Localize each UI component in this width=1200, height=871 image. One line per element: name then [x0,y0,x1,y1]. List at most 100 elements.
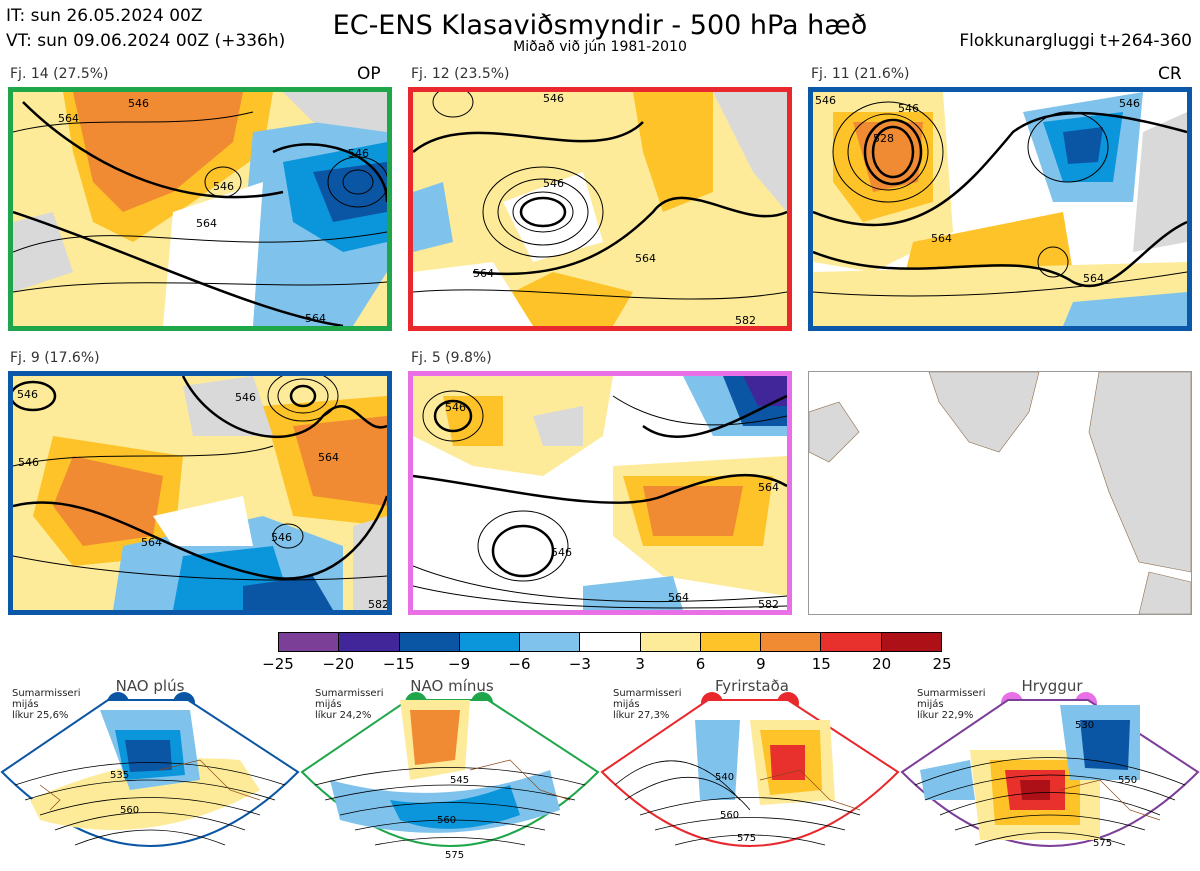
colorbar-swatch [821,633,882,651]
colorbar-swatch [279,633,340,651]
contour-label: 582 [735,314,756,326]
regime-map-nao-minus: 545 560 575 [300,699,600,861]
regime-map-ridge: 530 550 575 [900,699,1200,849]
regime-note-line: Sumarmisseri [12,688,81,699]
colorbar-tick-label: 20 [872,655,892,673]
colorbar-tick-label: −6 [508,655,531,673]
contour-label: 564 [473,267,494,280]
cluster-map-1: 546 546 546 564 564 564 [8,87,392,331]
contour-label: 564 [305,312,326,325]
regime-contour-label: 560 [120,805,139,816]
colorbar-tick-label: −20 [322,655,355,673]
colorbar-tick-label: 3 [635,655,645,673]
regime-note-line: líkur 27,3% [613,710,670,721]
colorbar-tick-label: 15 [811,655,831,673]
regime-map-nao-plus: 535 560 [0,699,300,847]
contour-label: 546 [543,92,564,105]
init-time: IT: sun 26.05.2024 00Z [6,6,203,26]
regime-title-2: NAO mínus [410,677,494,695]
contour-label: 546 [235,391,256,404]
cluster-label-1: Fj. 14 (27.5%) [10,66,109,82]
regime-note-line: líkur 25,6% [12,710,69,721]
contour-label: 546 [1119,97,1140,110]
basemap-empty [808,371,1192,615]
colorbar-swatch [580,633,641,651]
valid-time: VT: sun 09.06.2024 00Z (+336h) [6,31,286,51]
colorbar-swatch [700,633,762,651]
contour-label: 582 [368,598,387,610]
cluster-label-3: Fj. 11 (21.6%) [811,66,910,82]
regime-note-line: mijás [12,699,39,710]
colorbar-swatch [640,633,701,651]
regime-contour-label: 545 [450,775,469,786]
cluster-label-4: Fj. 9 (17.6%) [10,350,100,366]
regime-map-blocking: 540 560 575 [600,699,900,847]
regime-note-1: Sumarmisseri mijás líkur 25,6% [12,688,80,721]
contour-label: 582 [758,598,779,610]
colorbar-tick-label: −9 [448,655,471,673]
colorbar-swatch [881,633,941,651]
regime-note-4: Sumarmisseri mijás líkur 22,9% [917,688,985,721]
contour-label: 564 [931,232,952,245]
classification-window: Flokkunargluggi t+264-360 [959,31,1192,51]
regime-contour-label: 550 [1118,775,1137,786]
colorbar-tick-label: −15 [382,655,415,673]
contour-label: 546 [551,546,572,559]
contour-label: 546 [213,180,234,193]
colorbar [278,632,942,652]
contour-label: 564 [196,217,217,230]
contour-label: 546 [17,388,38,401]
regime-contour-label: 560 [437,815,456,826]
regime-note-3: Sumarmisseri mijás líkur 27,3% [613,688,681,721]
contour-label: 546 [348,147,369,160]
contour-label: 546 [128,97,149,110]
contour-label: 528 [873,132,894,145]
contour-label: 564 [1083,272,1104,285]
cluster-map-3: 528 546 546 546 564 564 [808,87,1192,331]
regime-note-line: mijás [315,699,342,710]
contour-label: 564 [58,112,79,125]
regime-title-3: Fyrirstaða [715,677,789,695]
contour-label: 546 [445,401,466,414]
contour-label: 546 [543,177,564,190]
page-title: EC-ENS Klasaviðsmyndir - 500 hPa hæð [332,10,868,41]
regime-note-line: Sumarmisseri [315,688,384,699]
regime-contour-label: 575 [445,850,464,861]
regime-contour-label: 575 [1093,838,1112,849]
regime-contour-label: 540 [715,772,734,783]
colorbar-swatch [339,633,400,651]
regime-note-line: mijás [917,699,944,710]
regime-title-4: Hryggur [1021,677,1083,695]
contour-label: 564 [635,252,656,265]
contour-label: 546 [271,531,292,544]
regime-note-line: mijás [613,699,640,710]
colorbar-swatch [520,633,581,651]
colorbar-tick-label: 25 [932,655,952,673]
cluster-label-2: Fj. 12 (23.5%) [411,66,510,82]
cluster-map-5: 546 546 564 564 582 [408,371,792,615]
contour-label: 564 [318,451,339,464]
cluster-map-2: 546 546 564 564 582 [408,87,792,331]
regime-contour-label: 530 [1075,720,1094,731]
cluster-tag-cr: CR [1158,64,1182,84]
colorbar-swatch [399,633,460,651]
contour-label: 564 [668,591,689,604]
contour-label: 546 [18,456,39,469]
regime-note-2: Sumarmisseri mijás líkur 24,2% [315,688,383,721]
regime-contour-label: 535 [110,770,129,781]
colorbar-tick-label: 9 [756,655,766,673]
regime-title-1: NAO plús [115,677,185,695]
page-subtitle: Miðað við jún 1981-2010 [513,39,687,55]
colorbar-swatch [761,633,822,651]
contour-label: 546 [815,94,836,107]
regime-contour-label: 560 [720,810,739,821]
cluster-tag-op: OP [357,64,381,84]
regime-note-line: líkur 22,9% [917,710,974,721]
colorbar-swatch [459,633,521,651]
colorbar-tick-label: −3 [568,655,591,673]
regime-contour-label: 575 [737,833,756,844]
contour-label: 564 [758,481,779,494]
colorbar-tick-label: 6 [695,655,706,673]
colorbar-tick-label: −25 [262,655,294,673]
contour-label: 564 [141,536,162,549]
